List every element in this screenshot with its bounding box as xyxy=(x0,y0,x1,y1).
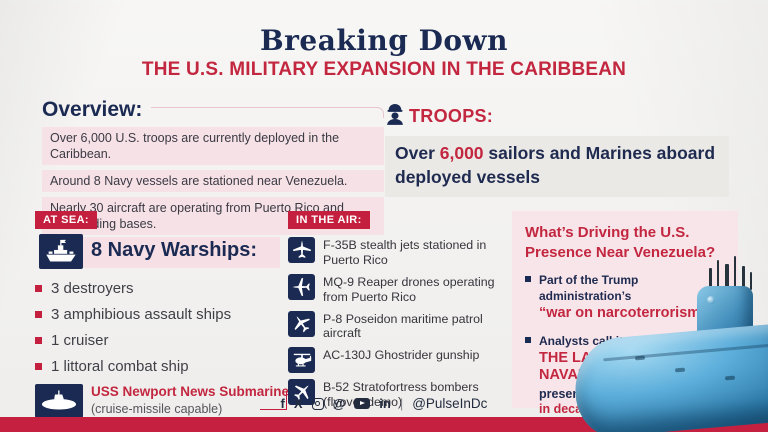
warship-icon xyxy=(39,234,83,269)
in-the-air-section: IN THE AIR: F-35B stealth jets stationed… xyxy=(288,210,496,410)
callout-bracket xyxy=(260,391,287,410)
patrol-aircraft-icon xyxy=(288,310,315,337)
list-item: MQ-9 Reaper drones operating from Puerto… xyxy=(288,273,496,305)
driving-bullet-text: Part of the Trump administration’s “war … xyxy=(539,272,725,323)
driving-panel-title: What’s Driving the U.S. Presence Near Ve… xyxy=(525,224,716,261)
submarine-name: USS Newport News Submarine xyxy=(91,384,290,399)
submarine-hull xyxy=(570,323,768,432)
aircraft-label: F-35B stealth jets stationed in Puerto R… xyxy=(323,238,487,267)
list-item: AC-130J Ghostrider gunship xyxy=(288,347,496,374)
list-item: 3 destroyers xyxy=(35,280,285,297)
list-item: P-8 Poseidon maritime patrol aircraft xyxy=(288,310,496,342)
list-item: 1 cruiser xyxy=(35,332,285,349)
aircraft-label: AC-130J Ghostrider gunship xyxy=(323,348,480,363)
in-the-air-badge: IN THE AIR: xyxy=(288,211,370,229)
bullet-emphasis: “war on narcoterrorism”. xyxy=(539,305,712,322)
aircraft-label: P-8 Poseidon maritime patrol aircraft xyxy=(323,311,483,341)
bullet-square xyxy=(525,336,531,343)
overview-title: Overview: xyxy=(42,98,143,121)
periscope-mast xyxy=(734,256,736,290)
fighter-jet-icon xyxy=(288,237,315,263)
overview-fact: Over 6,000 U.S. troops are currently dep… xyxy=(42,127,384,165)
overview-section: Overview: Over 6,000 U.S. troops are cur… xyxy=(42,98,384,235)
social-handle: @PulseInDc xyxy=(412,396,488,411)
at-sea-badge: AT SEA: xyxy=(35,211,97,229)
list-item: 1 littoral combat ship xyxy=(35,358,285,375)
bullet-square xyxy=(35,311,42,318)
at-sea-item-label: 3 amphibious assault ships xyxy=(51,306,232,323)
bomber-icon xyxy=(288,379,315,406)
footer-separator: | xyxy=(399,396,404,411)
gunship-icon xyxy=(288,347,315,374)
instagram-icon[interactable] xyxy=(311,397,324,410)
submarine-porthole xyxy=(707,296,715,304)
at-sea-item-label: 3 destroyers xyxy=(51,280,134,297)
submarine-callout: USS Newport News Submarine (cruise-missi… xyxy=(35,384,289,418)
submarine-text: USS Newport News Submarine (cruise-missi… xyxy=(91,384,289,418)
periscope-mast xyxy=(717,260,719,290)
submarine-photo xyxy=(570,256,768,432)
periscope-mast xyxy=(750,272,752,290)
bullet-square xyxy=(35,337,42,344)
troops-text-prefix: Over xyxy=(395,143,440,163)
list-item: F-35B stealth jets stationed in Puerto R… xyxy=(288,237,496,268)
drone-icon xyxy=(288,273,315,300)
threads-icon[interactable]: @ xyxy=(332,396,346,411)
troops-text-suffix: sailors and Marines aboard deployed vess… xyxy=(395,143,716,187)
youtube-icon[interactable] xyxy=(354,398,371,409)
page-title: Breaking Down xyxy=(259,24,508,57)
troops-statement: Over 6,000 sailors and Marines aboard de… xyxy=(385,136,729,198)
periscope-mast xyxy=(742,266,745,290)
facebook-icon[interactable]: f xyxy=(280,396,285,411)
overview-fact: Around 8 Navy vessels are stationed near… xyxy=(42,170,384,192)
overview-header: Overview: xyxy=(42,98,384,122)
bullet-lead: Part of the Trump administration’s xyxy=(539,273,639,304)
linkedin-icon[interactable]: in xyxy=(379,396,391,411)
heading-highlight xyxy=(50,237,280,268)
periscope-mast xyxy=(709,268,712,290)
at-sea-item-label: 1 littoral combat ship xyxy=(51,358,189,375)
list-item: 3 amphibious assault ships xyxy=(35,306,285,323)
at-sea-heading: 8 Navy Warships: xyxy=(91,239,257,261)
page-subtitle: THE U.S. MILITARY EXPANSION IN THE CARIB… xyxy=(141,59,627,80)
troops-header: TROOPS: xyxy=(385,103,729,130)
driving-bullet: Part of the Trump administration’s “war … xyxy=(525,272,725,323)
at-sea-section: AT SEA: 8 Navy Warships: xyxy=(35,210,289,418)
at-sea-item-label: 1 cruiser xyxy=(51,332,109,349)
in-the-air-list: F-35B stealth jets stationed in Puerto R… xyxy=(288,237,496,410)
at-sea-heading-row: 8 Navy Warships: xyxy=(35,234,285,271)
troops-label: TROOPS: xyxy=(409,106,494,126)
troops-section: TROOPS: Over 6,000 sailors and Marines a… xyxy=(385,103,729,198)
bullet-square xyxy=(525,276,531,282)
bullet-square xyxy=(35,285,42,292)
overview-decorative-line xyxy=(151,107,384,118)
aircraft-label: MQ-9 Reaper drones operating from Puerto… xyxy=(323,274,495,304)
bottom-accent-bar xyxy=(0,417,768,432)
submarine-icon xyxy=(35,384,83,418)
bullet-square xyxy=(35,363,42,370)
x-icon[interactable]: X xyxy=(293,396,303,411)
overview-list: Over 6,000 U.S. troops are currently dep… xyxy=(42,127,384,235)
footer-social-bar: f X @ in | @PulseInDc xyxy=(0,396,768,411)
periscope-mast xyxy=(725,264,729,290)
submarine-note: (cruise-missile capable) xyxy=(91,402,223,416)
soldier-icon xyxy=(385,103,405,130)
at-sea-list: 3 destroyers 3 amphibious assault ships … xyxy=(35,280,285,375)
troops-number: 6,000 xyxy=(439,143,484,163)
